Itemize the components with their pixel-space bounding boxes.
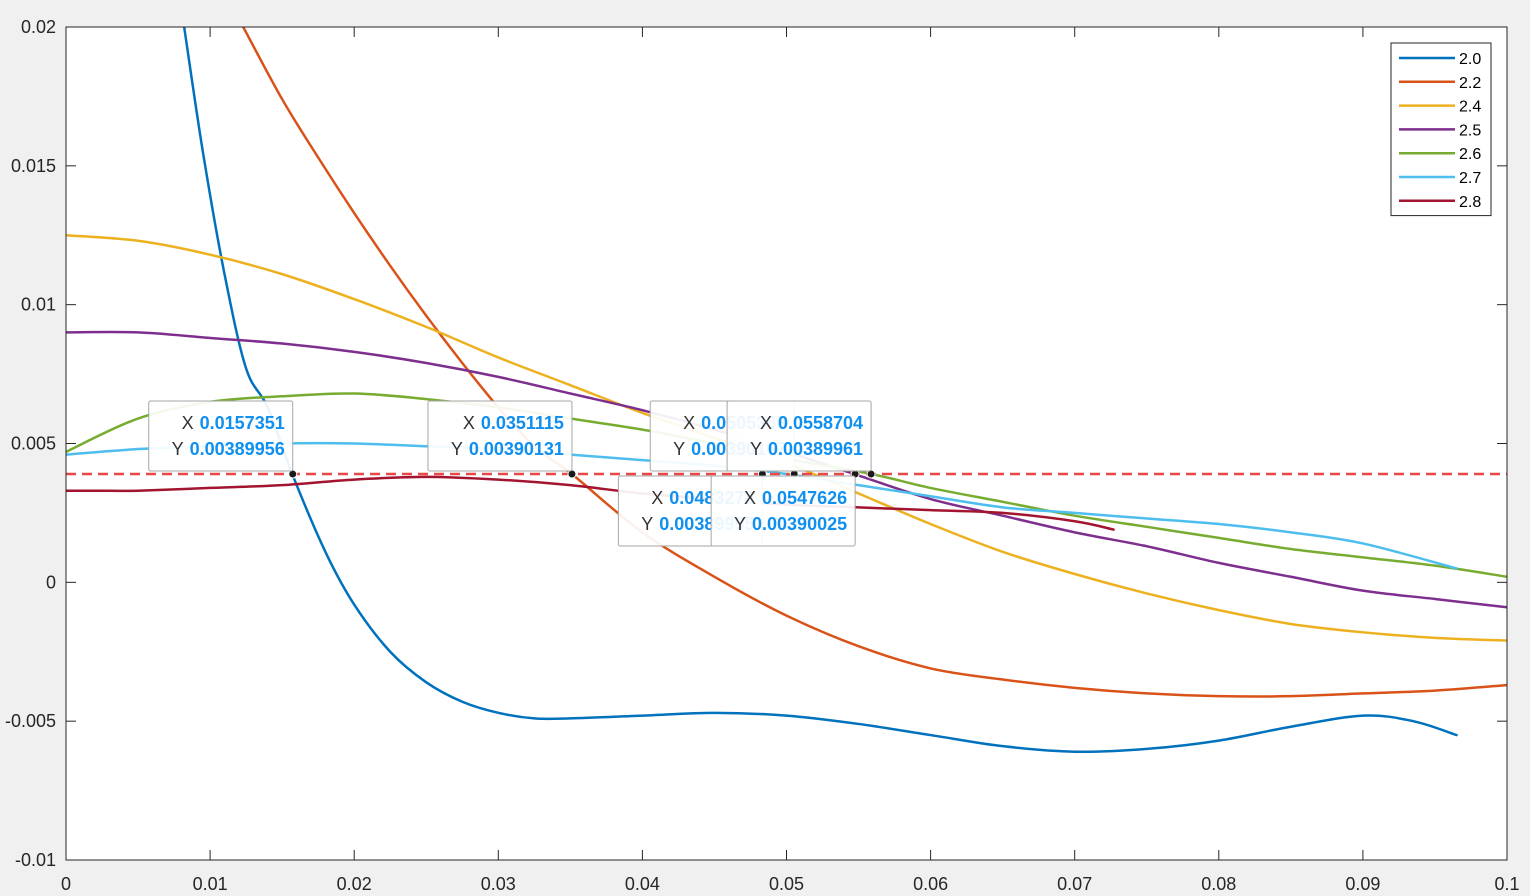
legend-label: 2.0	[1459, 51, 1481, 68]
axis-ticks: 0 0.01 0.02 0.03 0.04 0.05 0.06 0.07 0.08 0.09 0.1…	[5, 17, 1520, 894]
legend[interactable]: 2.0 2.2 2.4 2.5 2.6 2.7 2.8	[1390, 42, 1492, 217]
datatip-y-value: 0.00390131	[469, 439, 564, 459]
x-tick-label: 0.02	[337, 874, 372, 894]
x-tick-label: 0.1	[1494, 874, 1519, 894]
y-tick-label: 0	[46, 572, 56, 592]
x-tick-label: 0.08	[1201, 874, 1236, 894]
legend-label: 2.2	[1459, 75, 1481, 92]
datatip-x-key: X	[683, 413, 695, 433]
datatip-box	[148, 400, 294, 472]
datatip-box	[726, 400, 872, 472]
datatip-y-key: Y	[750, 439, 762, 459]
datatip[interactable]: X 0.0547626 Y 0.00390025	[710, 475, 856, 547]
datatip-x-key: X	[744, 488, 756, 508]
y-tick-label: -0.005	[5, 711, 56, 731]
legend-label: 2.4	[1459, 99, 1481, 116]
datatip-y-key: Y	[734, 514, 746, 534]
datatip-box	[427, 400, 573, 472]
legend-item-2-6[interactable]: 2.6	[1399, 146, 1481, 163]
x-tick-label: 0.04	[625, 874, 660, 894]
x-tick-label: 0.05	[769, 874, 804, 894]
x-tick-label: 0.07	[1057, 874, 1092, 894]
x-tick-label: 0.03	[481, 874, 516, 894]
legend-item-2-0[interactable]: 2.0	[1399, 51, 1481, 68]
y-tick-label: 0.01	[21, 295, 56, 315]
datatip-x-key: X	[182, 413, 194, 433]
datatip-x-value: 0.0351115	[481, 413, 564, 433]
legend-item-2-4[interactable]: 2.4	[1399, 99, 1481, 116]
datatip-y-key: Y	[172, 439, 184, 459]
datatip-y-value: 0.00389961	[768, 439, 863, 459]
legend-item-2-2[interactable]: 2.2	[1399, 75, 1481, 92]
datatip-y-row: Y 0.00390131	[451, 439, 564, 459]
series-line-2-2	[241, 27, 1507, 698]
datatip[interactable]: X 0.0351115 Y 0.00390131	[427, 400, 573, 472]
y-tick-label: 0.02	[21, 17, 56, 37]
series-line-2-0	[182, 27, 1458, 754]
legend-item-2-7[interactable]: 2.7	[1399, 170, 1481, 187]
datatip-y-value: 0.00390025	[752, 514, 847, 534]
datatip-y-key: Y	[673, 439, 685, 459]
datatip-y-row: Y 0.00389956	[172, 439, 285, 459]
datatip-x-row: X 0.0351115	[463, 413, 564, 433]
datatip-y-value: 0.00389956	[190, 439, 285, 459]
y-tick-label: 0.015	[11, 156, 56, 176]
datatip-x-row: X 0.0157351	[182, 413, 285, 433]
legend-label: 2.6	[1459, 146, 1481, 163]
series-line-2-8	[66, 475, 1115, 531]
datatip-x-row: X 0.0558704	[760, 413, 863, 433]
x-tick-label: 0	[61, 874, 71, 894]
x-tick-label: 0.01	[193, 874, 228, 894]
legend-label: 2.5	[1459, 122, 1481, 139]
legend-label: 2.7	[1459, 170, 1481, 187]
datatip-y-row: Y 0.00390025	[734, 514, 847, 534]
x-tick-label: 0.09	[1345, 874, 1380, 894]
datatip-y-key: Y	[641, 514, 653, 534]
datatip-x-value: 0.0558704	[778, 413, 863, 433]
legend-label: 2.8	[1459, 194, 1481, 211]
datatip-x-row: X 0.0547626	[744, 488, 847, 508]
datatip-x-key: X	[651, 488, 663, 508]
legend-item-2-8[interactable]: 2.8	[1399, 194, 1481, 211]
datatip[interactable]: X 0.0558704 Y 0.00389961	[726, 400, 872, 472]
datatip-y-row: Y 0.00389961	[750, 439, 863, 459]
y-tick-label: -0.01	[15, 850, 56, 870]
datatip-y-key: Y	[451, 439, 463, 459]
datatip-x-key: X	[760, 413, 772, 433]
datatips: X 0.0157351 Y 0.00389956 X 0.0351115 Y 0.003901…	[148, 400, 872, 547]
datatip-x-value: 0.0547626	[762, 488, 847, 508]
x-tick-label: 0.06	[913, 874, 948, 894]
legend-item-2-5[interactable]: 2.5	[1399, 122, 1481, 139]
y-tick-label: 0.005	[11, 434, 56, 454]
datatip-box	[710, 475, 856, 547]
datatip[interactable]: X 0.0157351 Y 0.00389956	[148, 400, 294, 472]
datatip-x-key: X	[463, 413, 475, 433]
datatip-x-value: 0.0157351	[200, 413, 285, 433]
